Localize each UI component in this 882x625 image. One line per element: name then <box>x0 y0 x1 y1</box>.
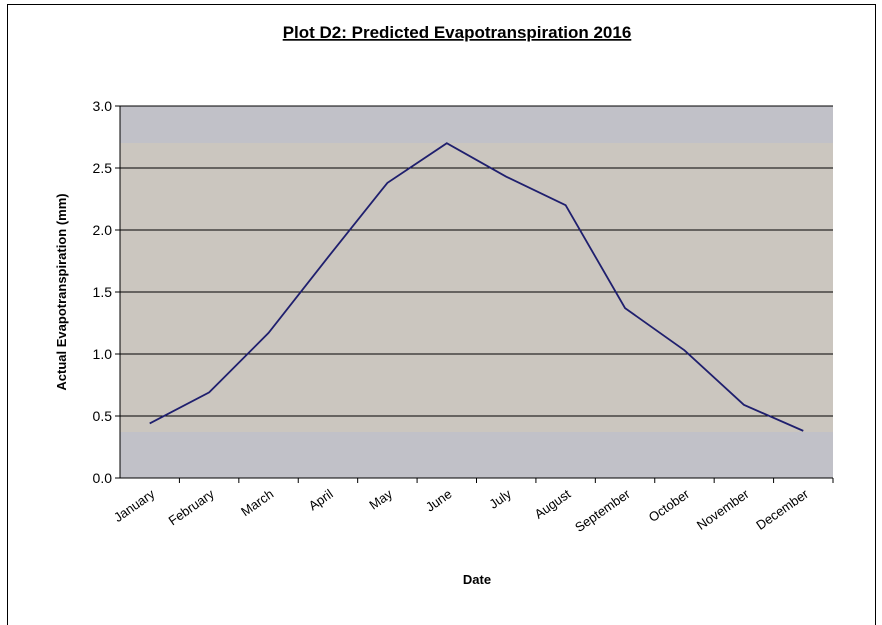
x-axis-label: Date <box>463 572 491 587</box>
y-tick-label: 1.5 <box>93 284 113 300</box>
y-tick-label: 0.0 <box>93 470 113 486</box>
plot-band <box>120 143 833 432</box>
y-tick-label: 2.5 <box>93 160 113 176</box>
y-tick-label: 2.0 <box>93 222 113 238</box>
y-axis-label: Actual Evapotranspiration (mm) <box>54 193 69 390</box>
chart-title: Plot D2: Predicted Evapotranspiration 20… <box>283 23 632 42</box>
y-tick-label: 1.0 <box>93 346 113 362</box>
line <box>149 142 804 432</box>
y-tick-label: 0.5 <box>93 408 113 424</box>
y-tick-label: 3.0 <box>93 98 113 114</box>
